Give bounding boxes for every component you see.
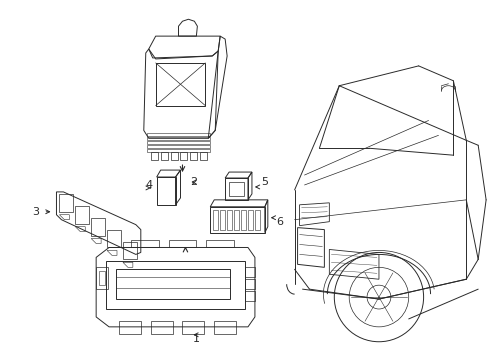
Text: 2: 2 — [189, 177, 197, 187]
Text: 4: 4 — [145, 180, 152, 190]
Text: 1: 1 — [192, 334, 200, 344]
Text: 6: 6 — [276, 217, 283, 227]
Text: 5: 5 — [261, 177, 268, 187]
Text: 3: 3 — [32, 207, 39, 217]
